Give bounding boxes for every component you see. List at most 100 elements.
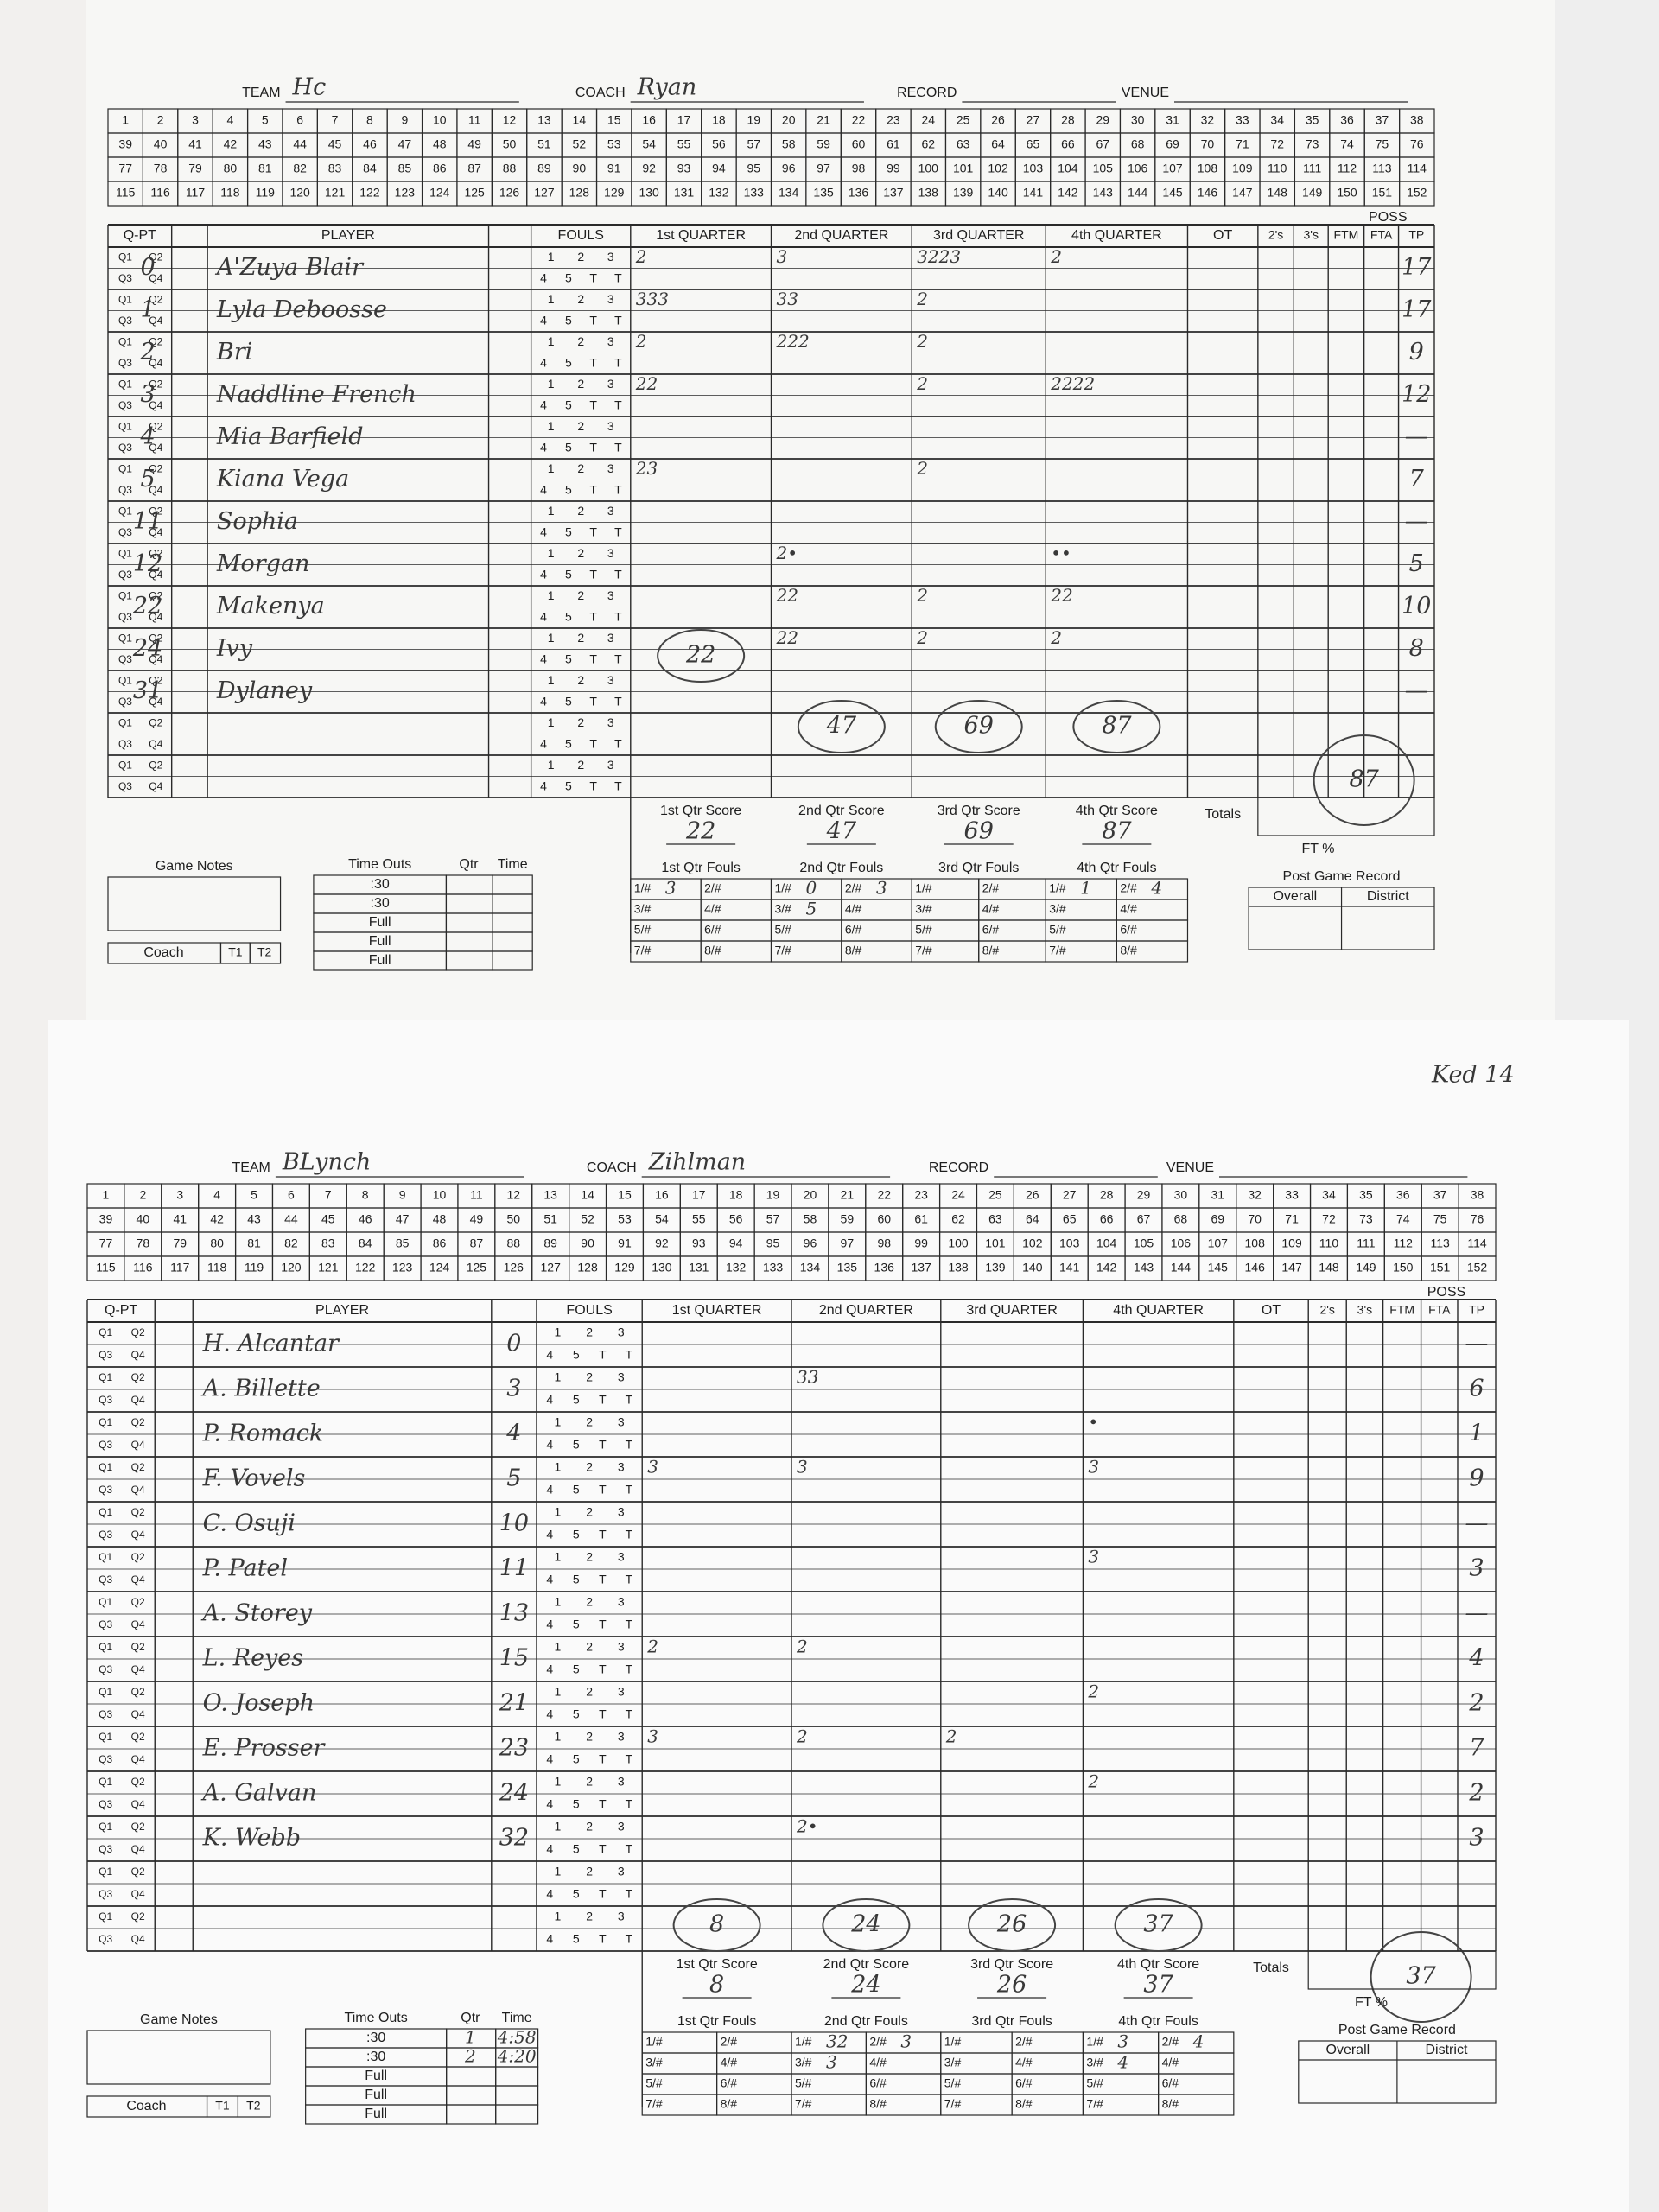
running-score-number: 115 [96, 1261, 116, 1274]
running-score-number: 114 [1467, 1236, 1487, 1250]
foul-mark: 1 [555, 1640, 562, 1654]
running-score-number: 94 [712, 162, 726, 175]
running-score-number: 42 [224, 137, 238, 151]
running-score-number: 98 [877, 1236, 891, 1250]
running-score-number: 38 [1410, 113, 1424, 127]
foul-slot: 4/# [845, 902, 862, 916]
foul-slot: 2/# [869, 2035, 887, 2049]
running-score-number: 143 [1134, 1261, 1154, 1274]
running-score-number: 111 [1357, 1236, 1375, 1250]
quarter-marks: 2 [1087, 1681, 1099, 1702]
foul-slot: 8/# [869, 2097, 887, 2111]
player-number: 24 [499, 1780, 529, 1807]
running-score-number: 88 [507, 1236, 521, 1250]
foul-mark: 1 [555, 1820, 562, 1834]
qpt-label: Q4 [149, 315, 162, 327]
running-score-number: 76 [1471, 1212, 1484, 1226]
running-score-number: 68 [1131, 137, 1145, 151]
quarter-marks: 2 [916, 331, 928, 352]
running-score-number: 112 [1338, 162, 1357, 175]
foul-slot: 8/# [845, 944, 862, 957]
running-score-number: 109 [1232, 162, 1253, 175]
qpt-label: Q1 [99, 1596, 112, 1608]
running-score-number: 22 [877, 1188, 891, 1202]
running-score-number: 127 [541, 1261, 562, 1274]
foul-mark: 5 [573, 1483, 580, 1497]
foul-slot: 1/# [795, 2035, 812, 2049]
foul-mark: 2 [586, 1325, 593, 1339]
running-score-number: 98 [852, 162, 866, 175]
circled-total-value: 37 [1406, 1963, 1436, 1990]
qpt-label: Q2 [149, 505, 162, 517]
total-points: 10 [1402, 593, 1431, 620]
running-score-number: 125 [467, 1261, 487, 1274]
qpt-label: Q4 [149, 780, 162, 792]
running-score-number: 67 [1096, 137, 1109, 151]
foul-mark: 2 [586, 1550, 593, 1564]
running-score-number: 56 [729, 1212, 743, 1226]
quarter-marks: 2• [796, 1816, 818, 1837]
running-score-number: 100 [948, 1236, 969, 1250]
foul-slot: 3/# [1049, 902, 1066, 916]
running-score-number: 11 [470, 1188, 483, 1202]
running-score-number: 137 [911, 1261, 931, 1274]
qtr-score-value: 69 [964, 818, 994, 845]
foul-mark: 1 [548, 631, 555, 645]
qpt-label: Q3 [99, 1573, 112, 1586]
running-score-number: 73 [1306, 137, 1319, 151]
foul-mark: 3 [618, 1505, 625, 1519]
running-score-number: 44 [293, 137, 307, 151]
player-name: O. Joseph [203, 1690, 315, 1717]
foul-mark: 4 [546, 1932, 553, 1946]
foul-slot: 1/# [775, 881, 792, 895]
foul-mark: 5 [565, 355, 572, 369]
running-score-number: 90 [573, 162, 587, 175]
qtr-fouls-label: 1st Qtr Fouls [677, 2014, 757, 2029]
qpt-label: Q1 [99, 1461, 112, 1473]
timeout-time: 4:58 [497, 2027, 537, 2048]
qpt-label: Q1 [118, 716, 132, 728]
running-score-number: 115 [116, 186, 136, 200]
running-score-number: 55 [677, 137, 691, 151]
player-number: 10 [499, 1510, 529, 1537]
coach-label: Coach [126, 2099, 166, 2113]
foul-mark: T [599, 1707, 607, 1721]
foul-mark: T [614, 779, 622, 792]
total-points: 12 [1402, 381, 1431, 408]
timeouts-label: Time [502, 2011, 532, 2025]
foul-mark: 5 [565, 652, 572, 665]
player-name: L. Reyes [202, 1645, 304, 1672]
running-score-number: 138 [948, 1261, 969, 1274]
foul-count: 0 [806, 878, 817, 899]
foul-mark: 1 [548, 588, 555, 602]
player-number: 13 [499, 1600, 529, 1627]
foul-mark: 3 [618, 1685, 625, 1699]
foul-mark: 5 [565, 694, 572, 708]
qtr-score-value: 47 [826, 818, 857, 845]
running-score-number: 29 [1137, 1188, 1151, 1202]
running-score-number: 70 [1248, 1212, 1262, 1226]
foul-mark: 4 [546, 1752, 553, 1766]
running-score-number: 68 [1174, 1212, 1188, 1226]
running-score-number: 150 [1393, 1261, 1414, 1274]
running-score-number: 10 [433, 1188, 447, 1202]
running-score-number: 116 [133, 1261, 153, 1274]
foul-mark: 3 [618, 1550, 625, 1564]
running-score-number: 123 [395, 186, 416, 200]
running-score-number: 73 [1359, 1212, 1373, 1226]
total-points: 2 [1468, 1690, 1484, 1717]
running-score-number: 140 [1022, 1261, 1043, 1274]
running-score-number: 128 [569, 186, 590, 200]
foul-mark: 3 [607, 377, 614, 391]
running-score-number: 147 [1232, 186, 1253, 200]
header: 4th QUARTER [1071, 228, 1162, 243]
qtr-fouls-label: 3rd Qtr Fouls [971, 2014, 1052, 2029]
foul-mark: 5 [573, 1797, 580, 1811]
foul-slot: 4/# [1015, 2056, 1033, 2069]
qpt-label: Q3 [99, 1529, 112, 1541]
qpt-label: Q2 [149, 589, 162, 601]
foul-mark: T [589, 567, 597, 581]
running-score-number: 110 [1268, 162, 1287, 175]
player-number: 5 [506, 1465, 521, 1492]
foul-slot: 1/# [1049, 881, 1066, 895]
